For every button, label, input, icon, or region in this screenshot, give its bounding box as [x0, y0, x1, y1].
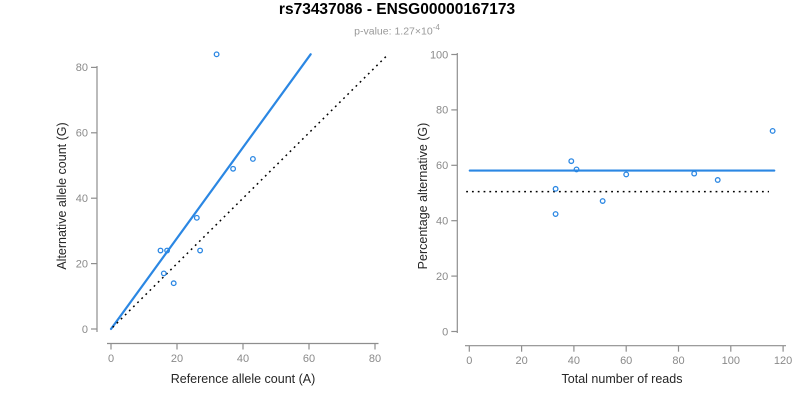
left-x-tick-label: 0: [108, 353, 114, 365]
left-y-tick-label: 80: [76, 62, 88, 74]
right-data-point: [691, 170, 698, 177]
left-data-point: [213, 51, 220, 58]
right-data-point: [623, 171, 630, 178]
left-data-point: [157, 247, 164, 254]
chart-title: rs73437086 - ENSG00000167173: [278, 1, 516, 18]
left-x-tick-label: 20: [171, 353, 183, 365]
right-data-point: [599, 198, 606, 204]
left-y-axis-title: Alternative allele count (G): [55, 122, 69, 270]
left-y-tick-label: 40: [76, 193, 88, 205]
right-y-tick-label: 100: [430, 49, 448, 61]
left-data-point: [164, 247, 171, 254]
right-x-axis-title: Total number of reads: [561, 372, 683, 386]
left-x-axis-title: Reference allele count (A): [170, 372, 316, 386]
left-data-point: [230, 165, 237, 172]
chart-subtitle: p-value: 1.27×10-4: [0, 23, 794, 38]
right-data-point: [552, 211, 559, 218]
right-x-tick-label: 120: [774, 355, 792, 367]
right-data-point: [573, 166, 580, 173]
right-x-tick-label: 40: [568, 355, 580, 367]
right-y-tick-label: 0: [442, 326, 448, 338]
left-x-tick-label: 40: [237, 353, 249, 365]
left-data-point: [160, 270, 167, 277]
right-x-tick-label: 60: [620, 355, 632, 367]
left-y-tick-label: 60: [76, 128, 88, 140]
right-y-tick-label: 20: [436, 271, 448, 283]
left-y-tick-label: 20: [76, 258, 88, 270]
right-x-tick-label: 20: [515, 355, 527, 367]
right-x-tick-label: 80: [672, 355, 684, 367]
p-value-exponent: -4: [432, 23, 440, 32]
right-data-point: [714, 177, 721, 183]
left-x-tick-label: 60: [303, 353, 315, 365]
right-y-tick-label: 40: [436, 216, 448, 228]
left-regression-line: [109, 53, 312, 331]
right-y-tick-label: 60: [436, 160, 448, 172]
p-value-text: p-value: 1.27×10: [354, 25, 433, 38]
left-identity-line: [112, 55, 388, 328]
left-y-tick-label: 0: [82, 324, 88, 336]
left-data-point: [249, 156, 256, 162]
right-x-tick-label: 0: [466, 355, 472, 367]
right-y-axis-title: Percentage alternative (G): [416, 122, 430, 270]
right-data-point: [552, 185, 559, 192]
right-data-point: [769, 128, 776, 134]
right-y-tick-label: 80: [436, 105, 448, 117]
left-data-point: [197, 247, 204, 254]
left-data-point: [193, 214, 200, 221]
right-x-tick-label: 100: [722, 355, 740, 367]
left-data-point: [170, 280, 177, 287]
right-data-point: [568, 158, 575, 165]
left-x-tick-label: 80: [369, 353, 381, 365]
